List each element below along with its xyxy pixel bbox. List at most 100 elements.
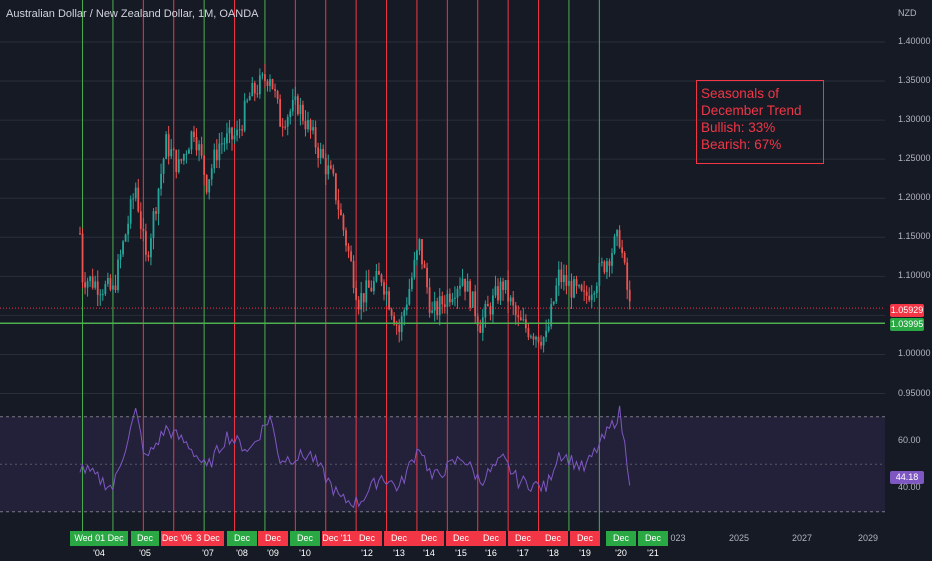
candle-body — [198, 144, 200, 151]
candle-body — [557, 269, 560, 286]
candle-body — [215, 149, 218, 161]
candle-body — [573, 279, 575, 298]
candle-body — [345, 230, 347, 246]
candle-body — [499, 281, 502, 301]
candle-body — [167, 134, 170, 157]
candle-body — [317, 147, 320, 158]
candle-body — [362, 293, 365, 303]
candle-body — [575, 279, 578, 287]
candle-body — [383, 282, 385, 295]
candle-body — [152, 211, 155, 239]
candle-body — [519, 317, 522, 321]
candle-body — [231, 127, 233, 140]
candle-body — [91, 276, 94, 288]
candle-body — [236, 129, 238, 136]
candle-body — [94, 281, 97, 288]
candle-body — [433, 301, 436, 311]
candle-body — [155, 211, 157, 214]
candle-body — [355, 288, 358, 300]
candle-body — [134, 187, 137, 199]
candle-body — [188, 149, 190, 154]
candle-body — [150, 238, 152, 258]
annotation-bearish: Bearish: 67% — [701, 137, 782, 152]
candle-body — [347, 245, 350, 252]
candle-body — [481, 317, 484, 333]
candle-body — [390, 309, 393, 316]
candle-body — [583, 290, 586, 292]
candle-body — [157, 188, 160, 214]
candle-body — [484, 303, 487, 318]
candle-body — [193, 131, 195, 138]
candle-body — [578, 285, 580, 287]
candle-body — [552, 301, 555, 305]
candle-body — [416, 250, 418, 261]
candle-body — [431, 310, 434, 313]
candle-body — [550, 304, 553, 327]
candle-body — [185, 153, 188, 155]
candle-body — [319, 149, 322, 158]
candle-body — [527, 328, 530, 338]
candle-body — [380, 274, 383, 283]
candle-body — [253, 82, 256, 94]
candle-body — [580, 285, 583, 291]
candle-body — [570, 280, 573, 298]
candle-body — [512, 297, 515, 306]
candle-body — [560, 269, 563, 283]
candle-body — [590, 294, 593, 301]
symbol-title: Australian Dollar / New Zealand Dollar, … — [6, 8, 259, 20]
time-axis-label: 2025 — [728, 533, 750, 543]
candle-body — [182, 154, 185, 161]
candle-body — [177, 159, 180, 173]
candle-body — [307, 120, 309, 130]
candle-body — [302, 104, 304, 121]
candle-body — [497, 286, 499, 301]
candle-body — [393, 315, 396, 325]
candle-body — [296, 96, 299, 115]
candle-body — [562, 275, 565, 283]
candle-body — [309, 120, 312, 131]
rsi-line — [79, 405, 631, 509]
candle-body — [213, 149, 216, 169]
candle-body — [144, 231, 147, 255]
candle-body — [545, 330, 548, 338]
candle-body — [375, 271, 378, 282]
candle-body — [494, 286, 497, 296]
candle-body — [413, 260, 416, 278]
candle-body — [281, 126, 284, 128]
candle-body — [218, 143, 221, 161]
candle-body — [365, 280, 368, 303]
candle-body — [350, 251, 352, 261]
candle-body — [461, 278, 464, 286]
candle-body — [446, 293, 449, 307]
candle-body — [489, 306, 492, 315]
candle-body — [129, 199, 132, 224]
candle-body — [81, 233, 84, 283]
candle-body — [327, 165, 330, 175]
time-axis-label: 2029 — [857, 533, 879, 543]
price-axis-tick: 0.95000 — [898, 387, 931, 398]
candle-body — [598, 263, 601, 286]
candle-body — [451, 298, 454, 303]
candle-body — [476, 316, 479, 326]
candle-body — [504, 280, 507, 291]
candle-body — [456, 288, 459, 298]
candle-body — [284, 126, 287, 128]
candle-body — [294, 96, 297, 100]
level-price-tag: 1.03995 — [890, 318, 924, 331]
time-axis-label: Dec '17 — [508, 531, 538, 558]
candle-body — [540, 342, 542, 346]
time-axis-label: 023 — [670, 533, 686, 543]
candle-body — [471, 291, 474, 308]
candle-body — [547, 326, 550, 331]
candle-body — [329, 165, 332, 169]
candle-body — [86, 281, 89, 288]
candle-body — [388, 291, 390, 310]
candle-body — [96, 281, 99, 295]
candle-body — [568, 280, 570, 286]
time-axis-label: Dec '09 — [258, 531, 288, 558]
candle-body — [289, 111, 292, 118]
time-axis-label: Dec '10 — [290, 531, 320, 558]
time-axis-label: Dec '21 — [638, 531, 668, 558]
candle-body — [514, 305, 517, 316]
